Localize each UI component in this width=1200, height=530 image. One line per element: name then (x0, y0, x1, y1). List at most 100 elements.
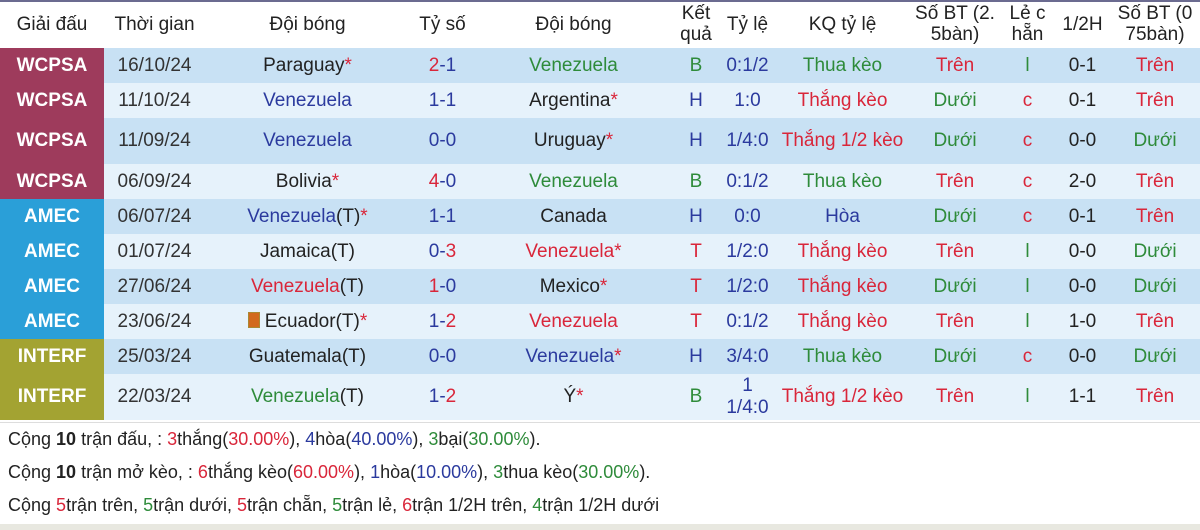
league-badge[interactable]: INTERF (0, 339, 104, 374)
odds-result: Thua kèo (775, 164, 910, 199)
match-date: 06/07/24 (104, 199, 205, 234)
summary-text: 5 (143, 495, 154, 515)
odd-even: l (1000, 374, 1055, 420)
header-odds-result: KQ tỷ lệ (775, 0, 910, 48)
home-team-cell: Guatemala(T) (205, 339, 410, 374)
over-under-0-75: Trên (1110, 304, 1200, 339)
score-cell: 0-0 (410, 118, 475, 164)
favorite-star: * (614, 345, 622, 367)
odd-even: l (1000, 234, 1055, 269)
favorite-star: * (610, 89, 618, 111)
neutral-venue-marker: (T) (341, 345, 367, 367)
away-goals: 1 (445, 205, 457, 227)
home-team-cell: Paraguay* (205, 48, 410, 83)
summary-text: 10 (56, 429, 77, 449)
handicap-odds: 0:1/2 (720, 164, 775, 199)
team-flag-icon (247, 311, 260, 328)
half-time-score: 0-1 (1055, 199, 1110, 234)
score-separator: - (439, 89, 446, 111)
handicap-odds: 3/4:0 (720, 339, 775, 374)
home-goals: 1 (428, 275, 440, 297)
away-goals: 1 (445, 89, 457, 111)
away-team-cell: Uruguay* (475, 118, 672, 164)
over-under-0-75: Dưới (1110, 118, 1200, 164)
away-team-cell: Venezuela (475, 48, 672, 83)
odds-result: Thắng kèo (775, 234, 910, 269)
odd-even: c (1000, 118, 1055, 164)
away-team-name: Venezuela (525, 345, 615, 367)
score-cell: 4-0 (410, 164, 475, 199)
over-under-2-5: Trên (910, 304, 1000, 339)
half-time-score: 0-0 (1055, 269, 1110, 304)
table-row: WCPSA 16/10/24 Paraguay* 2-1 Venezuela B 0:1/2… (0, 48, 1200, 83)
home-team-cell: Ecuador(T)* (205, 304, 410, 339)
score-separator: - (439, 345, 446, 367)
away-goals: 1 (445, 54, 457, 76)
summary-text: ). (639, 462, 651, 482)
over-under-0-75: Trên (1110, 199, 1200, 234)
summary-text: 30.00% (578, 462, 640, 482)
header-away-team: Đội bóng (475, 0, 672, 48)
summary-text: trận mở kèo, : (76, 462, 198, 482)
odd-even: l (1000, 269, 1055, 304)
summary-text: Cộng (8, 462, 57, 482)
away-team-name: Argentina (529, 89, 611, 111)
match-result: T (672, 304, 720, 339)
home-team-cell: Venezuela(T) (205, 269, 410, 304)
favorite-star: * (359, 310, 368, 332)
home-goals: 1 (428, 205, 440, 227)
table-row: INTERF 22/03/24 Venezuela(T) 1-2 Ý* B 1 1/4:0 T… (0, 374, 1200, 420)
over-under-0-75: Dưới (1110, 339, 1200, 374)
home-goals: 1 (428, 310, 440, 332)
header-score: Tỷ số (410, 0, 475, 48)
league-badge[interactable]: AMEC (0, 304, 104, 339)
over-under-0-75: Dưới (1110, 269, 1200, 304)
summary-text: 5 (237, 495, 248, 515)
home-team-name: Jamaica (259, 240, 331, 262)
league-badge[interactable]: WCPSA (0, 118, 104, 164)
league-badge[interactable]: INTERF (0, 374, 104, 420)
score-cell: 2-1 (410, 48, 475, 83)
table-row: WCPSA 06/09/24 Bolivia* 4-0 Venezuela B 0:1/2 T… (0, 164, 1200, 199)
away-team-cell: Argentina* (475, 83, 672, 118)
league-badge[interactable]: AMEC (0, 269, 104, 304)
league-badge[interactable]: AMEC (0, 234, 104, 269)
half-time-score: 0-1 (1055, 48, 1110, 83)
league-badge[interactable]: WCPSA (0, 164, 104, 199)
half-time-score: 1-1 (1055, 374, 1110, 420)
over-under-0-75: Trên (1110, 48, 1200, 83)
league-badge[interactable]: AMEC (0, 199, 104, 234)
home-team-name: Venezuela (263, 89, 352, 111)
summary-line: Cộng 10 trận mở kèo, : 6thắng kèo(60.00%… (0, 456, 1200, 489)
match-result: H (672, 83, 720, 118)
league-badge[interactable]: WCPSA (0, 48, 104, 83)
neutral-venue-marker: (T) (339, 275, 364, 297)
home-goals: 0 (428, 240, 440, 262)
summary-text: ), (477, 462, 494, 482)
over-under-2-5: Trên (910, 374, 1000, 420)
odd-even: c (1000, 199, 1055, 234)
neutral-venue-marker: (T) (335, 310, 360, 332)
neutral-venue-marker: (T) (330, 240, 355, 262)
summary-text: thua kèo( (503, 462, 579, 482)
odd-even: l (1000, 48, 1055, 83)
table-row: AMEC 06/07/24 Venezuela(T)* 1-1 Canada H 0:0 Hò… (0, 199, 1200, 234)
home-team-cell: Jamaica(T) (205, 234, 410, 269)
summary-text: trận dưới, (153, 495, 238, 515)
summary-text: Cộng (8, 495, 57, 515)
match-result: B (672, 164, 720, 199)
score-separator: - (439, 170, 446, 192)
over-under-2-5: Trên (910, 48, 1000, 83)
over-under-2-5: Dưới (910, 269, 1000, 304)
summary-text: 30.00% (228, 429, 290, 449)
league-badge[interactable]: WCPSA (0, 83, 104, 118)
score-separator: - (439, 310, 446, 332)
summary-text: ), (289, 429, 306, 449)
handicap-odds: 1:0 (720, 83, 775, 118)
match-table: Giải đấu Thời gian Đội bóng Tỷ số Đội bó… (0, 0, 1200, 420)
header-half-time: 1/2H (1055, 0, 1110, 48)
home-team-name: Bolivia (275, 170, 332, 192)
header-goals-0-75: Số BT (0 75bàn) (1110, 0, 1200, 48)
away-goals: 0 (445, 345, 457, 367)
